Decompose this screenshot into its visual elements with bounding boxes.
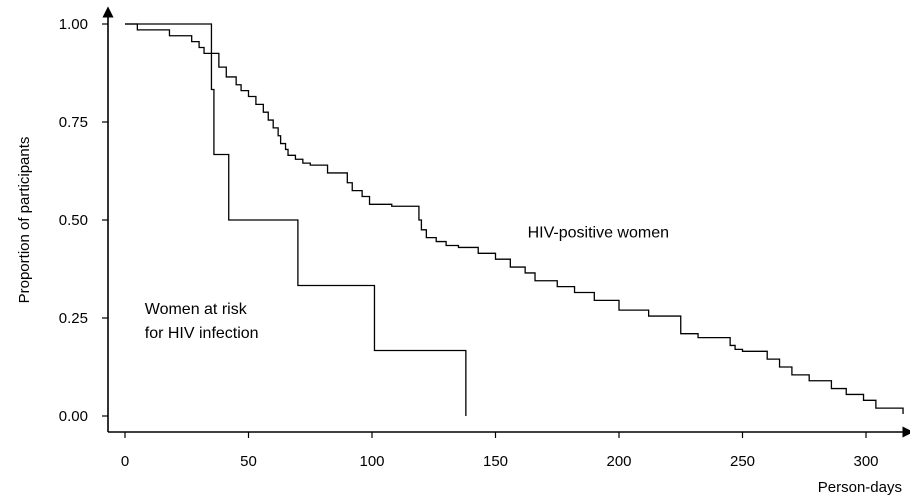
series-line-hiv-positive xyxy=(125,23,904,415)
y-axis-title: Proportion of participants xyxy=(16,137,33,304)
annot-hiv-positive-line: HIV-positive women xyxy=(528,225,669,242)
x-tick-label: 250 xyxy=(730,453,755,470)
annot-hiv-positive: HIV-positive women xyxy=(528,225,669,242)
annot-at-risk-line: Women at risk xyxy=(145,301,248,318)
y-tick-label: 1.00 xyxy=(59,16,88,33)
x-tick-label: 100 xyxy=(359,453,384,470)
annot-at-risk: Women at risk for HIV infection xyxy=(145,301,259,342)
series-line-at-risk xyxy=(125,23,467,416)
annotations: HIV-positive women Women at risk for HIV i… xyxy=(145,225,669,342)
y-tick-label: 0.25 xyxy=(59,310,88,327)
x-tick-label: 50 xyxy=(240,453,257,470)
y-tick-label: 0.75 xyxy=(59,114,88,131)
y-ticks: 0.00 0.25 0.50 0.75 1.00 xyxy=(59,16,108,425)
x-tick-label: 300 xyxy=(853,453,878,470)
x-tick-label: 0 xyxy=(121,453,129,470)
x-axis-title: Person-days xyxy=(818,479,902,496)
x-ticks: 0 50 100 150 200 250 300 xyxy=(121,432,879,470)
x-tick-label: 150 xyxy=(483,453,508,470)
annot-at-risk-line: for HIV infection xyxy=(145,325,259,342)
y-tick-label: 0.00 xyxy=(59,408,88,425)
series-layer xyxy=(125,23,904,416)
axes xyxy=(102,6,910,438)
y-tick-label: 0.50 xyxy=(59,212,88,229)
x-tick-label: 200 xyxy=(606,453,631,470)
